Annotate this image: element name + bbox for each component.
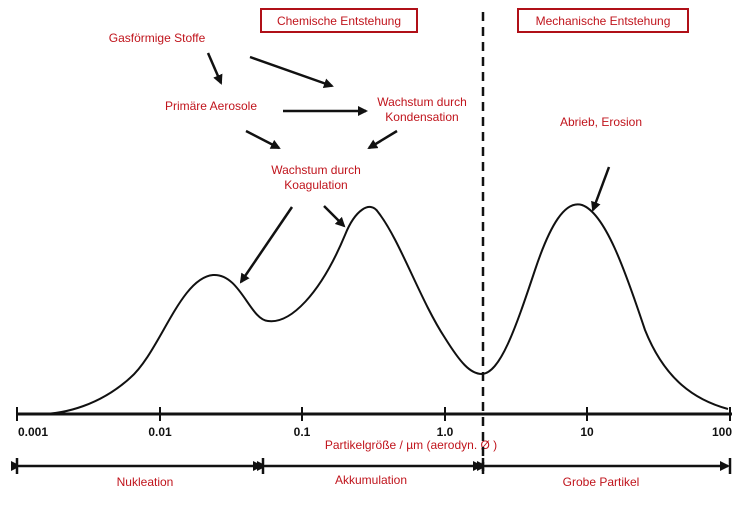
arrow-abrasion-to-coarse-peak	[591, 166, 611, 212]
accumulation-range-label: Akkumulation	[335, 473, 407, 487]
x-axis-title: Partikelgröße / µm (aerodyn. Ø )	[325, 438, 497, 452]
arrow-coagulation-to-nucleation-peak	[239, 206, 294, 284]
mechanical-origin-box: Mechanische Entstehung	[517, 8, 689, 33]
arrow-gaseous-to-primary	[206, 52, 223, 85]
gaseous-substances-label: Gasförmige Stoffe	[109, 31, 206, 45]
condensation-growth-label-line2: Kondensation	[385, 110, 458, 124]
chemical-origin-label: Chemische Entstehung	[277, 14, 401, 28]
x-axis-tick-marks	[16, 407, 731, 421]
nucleation-range-label: Nukleation	[117, 475, 174, 489]
x-tick-10: 10	[580, 425, 594, 439]
chemical-origin-box: Chemische Entstehung	[260, 8, 418, 33]
size-distribution-curve	[39, 203, 729, 415]
arrow-primary-to-coagulation	[245, 129, 281, 150]
primary-aerosols-label: Primäre Aerosole	[165, 99, 257, 113]
x-tick-0.01: 0.01	[148, 425, 172, 439]
coarse-particles-range-label: Grobe Partikel	[563, 475, 640, 489]
x-tick-0.1: 0.1	[294, 425, 311, 439]
x-tick-1.0: 1.0	[437, 425, 454, 439]
arrow-gaseous-to-condensation	[249, 55, 334, 89]
range-bars	[11, 458, 732, 474]
x-tick-0.001: 0.001	[18, 425, 48, 439]
arrow-condensation-to-coagulation	[367, 129, 398, 150]
coagulation-growth-label-line2: Koagulation	[284, 178, 347, 192]
arrow-coagulation-to-accumulation-peak	[323, 205, 346, 228]
x-tick-100: 100	[712, 425, 732, 439]
mechanical-origin-label: Mechanische Entstehung	[536, 14, 671, 28]
coagulation-growth-label-line1: Wachstum durch	[271, 163, 361, 177]
abrasion-erosion-label: Abrieb, Erosion	[560, 115, 642, 129]
condensation-growth-label-line1: Wachstum durch	[377, 95, 467, 109]
